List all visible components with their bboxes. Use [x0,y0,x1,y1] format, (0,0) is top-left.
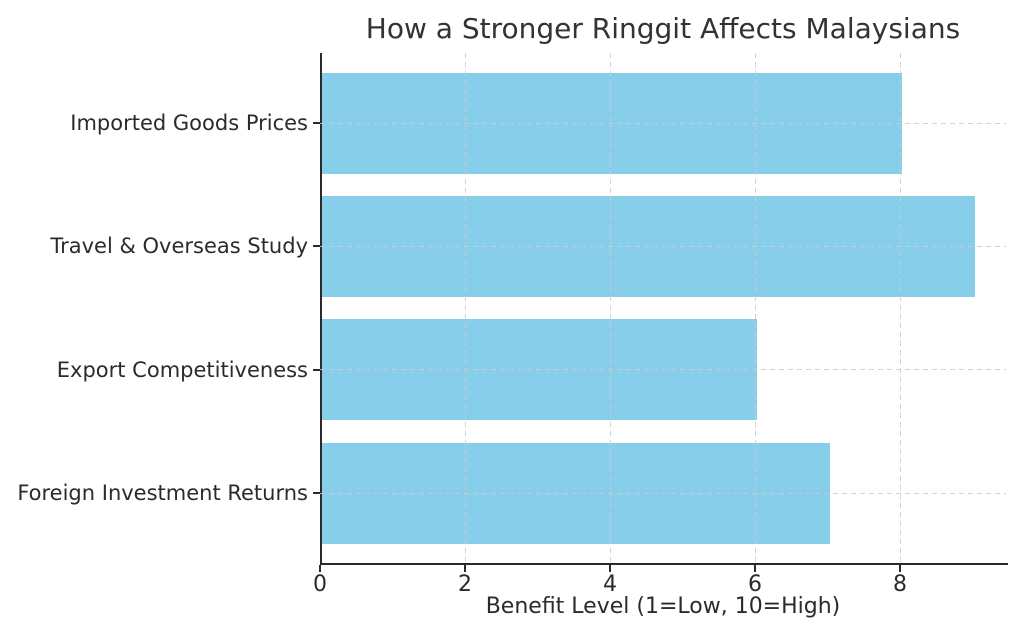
y-category-label-imported-goods-prices: Imported Goods Prices [70,111,308,135]
horizontal-gridline-foreign-investment-returns [320,492,1006,494]
x-tick-label-2: 2 [458,572,472,597]
vertical-gridline-2 [465,53,466,563]
y-tick-mark-imported-goods-prices [313,122,320,124]
y-category-label-foreign-investment-returns: Foreign Investment Returns [17,481,308,506]
vertical-gridline-4 [610,53,611,563]
y-tick-mark-travel-overseas-study [313,245,320,248]
x-tick-label-4: 4 [603,572,617,597]
horizontal-gridline-travel-overseas-study [320,245,1006,247]
x-tick-label-0: 0 [313,572,327,597]
y-category-label-export-competitiveness: Export Competitiveness [56,357,308,382]
y-tick-mark-export-competitiveness [313,368,320,371]
vertical-gridline-8 [900,53,901,563]
x-axis-label: Benefit Level (1=Low, 10=High) [485,594,841,619]
chart-title: How a Stronger Ringgit Affects Malaysian… [365,12,961,45]
plot-area [320,53,1008,565]
x-tick-label-8: 8 [893,572,907,597]
horizontal-gridline-export-competitiveness [320,369,1006,371]
vertical-gridline-6 [755,53,756,563]
x-tick-label-6: 6 [748,572,762,597]
x-tick-mark-4 [609,565,611,572]
x-tick-mark-2 [464,565,466,572]
x-tick-mark-0 [319,565,321,572]
y-tick-mark-foreign-investment-returns [313,492,320,495]
x-tick-mark-8 [899,565,901,572]
x-tick-mark-6 [754,565,756,572]
y-category-label-travel-overseas-study: Travel & Overseas Study [50,234,308,259]
horizontal-gridline-imported-goods-prices [320,122,1006,124]
